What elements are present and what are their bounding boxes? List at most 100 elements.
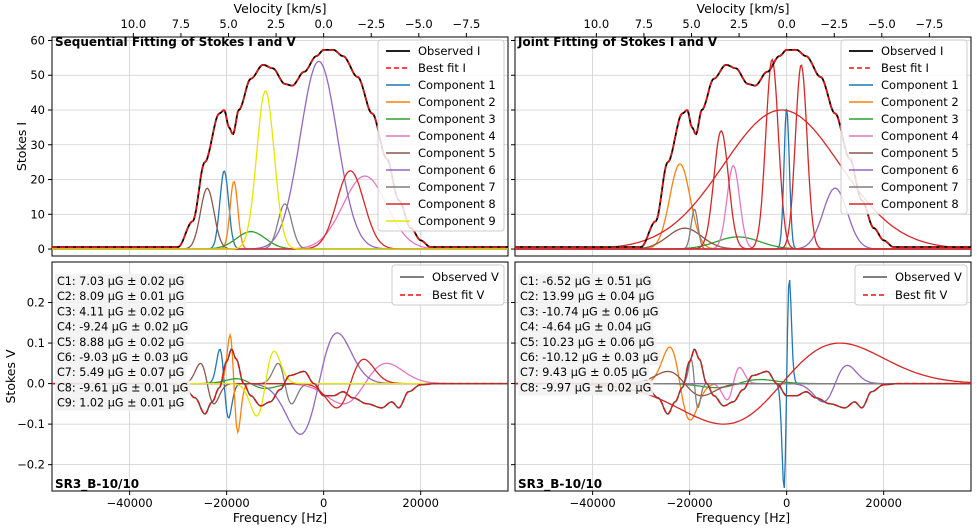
stokes-i-tick-label: 30 <box>30 138 45 152</box>
source-label: SR3_B-10/10 <box>518 477 602 492</box>
stokes-v-axes-frame <box>514 261 972 492</box>
legend-label: Best fit I <box>418 61 466 75</box>
bfield-annotation: C1: 7.03 μG ± 0.02 μG <box>57 275 184 288</box>
bfield-annotation: C8: -9.97 μG ± 0.02 μG <box>520 381 651 394</box>
velocity-tick-label: 2.5 <box>730 17 748 31</box>
stokes-i-tick-label: 10 <box>30 207 45 221</box>
stokes-v-axes-frame <box>51 261 509 492</box>
velocity-axis-label: Velocity [km/s] <box>697 1 790 16</box>
legend-label: Observed V <box>432 270 499 284</box>
velocity-tick-label: −2.5 <box>357 17 385 31</box>
stokes-v-tick-label: 0.2 <box>27 296 45 310</box>
bfield-annotation-bg <box>55 334 187 350</box>
stokes-i-tick-label: 0 <box>38 242 45 256</box>
bfield-annotation-bg <box>518 304 661 320</box>
stokes-v-axis-label: Stokes V <box>3 349 18 403</box>
bfield-annotation: C2: 13.99 μG ± 0.04 μG <box>520 290 654 303</box>
bfield-annotation-bg <box>518 334 657 350</box>
velocity-tick-label: −2.5 <box>820 17 848 31</box>
velocity-tick-label: 5.0 <box>682 17 700 31</box>
stokes-i-axis-label: Stokes I <box>14 122 29 171</box>
velocity-tick-label: 7.5 <box>635 17 653 31</box>
legend-label: Best fit V <box>895 288 948 302</box>
bfield-annotation: C6: -10.12 μG ± 0.03 μG <box>520 351 658 364</box>
bfield-annotation: C6: -9.03 μG ± 0.03 μG <box>57 351 188 364</box>
velocity-tick-label: 10.0 <box>584 17 610 31</box>
velocity-tick-label: 10.0 <box>121 17 147 31</box>
stokes-i-tick-label: 60 <box>30 33 45 47</box>
frequency-tick-label: 0 <box>320 496 327 510</box>
bfield-annotation: C2: 8.09 μG ± 0.01 μG <box>57 290 184 303</box>
stokes-v-tick-label: −0.1 <box>17 417 45 431</box>
legend-label: Best fit I <box>881 61 929 75</box>
legend-label: Component 8 <box>881 197 959 211</box>
legend-label: Component 6 <box>881 163 959 177</box>
bfield-annotation-bg <box>518 350 661 365</box>
best-fit-i-line <box>52 49 508 248</box>
frequency-axis-label: Frequency [Hz] <box>696 510 790 525</box>
bfield-annotation-bg <box>55 319 191 335</box>
bfield-annotation: C3: 4.11 μG ± 0.02 μG <box>57 305 184 318</box>
bfield-annotation-bg <box>55 289 187 305</box>
bfield-annotation-bg <box>518 380 654 396</box>
velocity-tick-label: 2.5 <box>267 17 285 31</box>
stokes-i-axes-frame <box>51 36 509 257</box>
panel-title: Sequential Fitting of Stokes I and V <box>55 35 296 49</box>
component-i-line <box>515 129 971 250</box>
bfield-annotation: C1: -6.52 μG ± 0.51 μG <box>520 275 651 288</box>
bfield-annotation-bg <box>55 365 187 381</box>
velocity-tick-label: 0.0 <box>778 17 796 31</box>
bfield-annotation: C7: 5.49 μG ± 0.07 μG <box>57 366 184 379</box>
component-i-line <box>52 90 508 250</box>
frequency-tick-label: −40000 <box>569 496 615 510</box>
stokes-i-tick-label: 20 <box>30 173 45 187</box>
stokes-v-tick-label: 0.0 <box>27 377 45 391</box>
stokes-i-tick-label: 40 <box>30 103 45 117</box>
bfield-annotation: C4: -4.64 μG ± 0.04 μG <box>520 321 651 334</box>
bfield-annotation-bg <box>518 289 657 305</box>
legend-label: Component 4 <box>418 129 496 143</box>
bfield-annotation: C7: 9.43 μG ± 0.05 μG <box>520 366 647 379</box>
legend-label: Component 5 <box>881 146 959 160</box>
stokes-v-tick-label: 0.1 <box>27 336 45 350</box>
legend-label: Component 7 <box>418 180 496 194</box>
bfield-annotation-bg <box>55 304 187 320</box>
velocity-tick-label: 7.5 <box>172 17 190 31</box>
legend-label: Component 3 <box>418 112 496 126</box>
legend-label: Best fit V <box>432 288 485 302</box>
panel-title: Joint Fitting of Stokes I and V <box>517 35 718 49</box>
velocity-tick-label: −5.0 <box>868 17 896 31</box>
legend-label: Component 9 <box>418 214 496 228</box>
source-label: SR3_B-10/10 <box>55 477 139 492</box>
component-i-line <box>515 227 971 250</box>
frequency-tick-label: −40000 <box>106 496 152 510</box>
best-fit-i-line <box>515 49 971 248</box>
bfield-annotation: C5: 8.88 μG ± 0.02 μG <box>57 336 184 349</box>
bfield-annotation-bg <box>518 365 650 381</box>
bfield-annotation-bg <box>518 274 654 289</box>
bfield-annotation-bg <box>55 274 187 289</box>
legend-label: Component 6 <box>418 163 496 177</box>
legend-label: Component 3 <box>881 112 959 126</box>
stokes-v-tick-label: −0.2 <box>17 458 45 472</box>
bfield-annotation: C8: -9.61 μG ± 0.01 μG <box>57 381 188 394</box>
velocity-tick-label: 0.0 <box>315 17 333 31</box>
velocity-tick-label: −5.0 <box>405 17 433 31</box>
bfield-annotation: C9: 1.02 μG ± 0.01 μG <box>57 397 184 410</box>
legend-label: Observed I <box>881 44 943 58</box>
component-i-line <box>515 208 971 250</box>
frequency-tick-label: 20000 <box>402 496 439 510</box>
bfield-annotation-bg <box>55 350 191 365</box>
velocity-axis-label: Velocity [km/s] <box>234 1 327 16</box>
stokes-i-legend <box>377 39 505 232</box>
legend-label: Component 2 <box>418 95 496 109</box>
frequency-axis-label: Frequency [Hz] <box>233 510 327 525</box>
velocity-tick-label: −7.5 <box>452 17 480 31</box>
stokes-i-plot-area <box>52 49 508 250</box>
bfield-annotation-bg <box>55 395 187 411</box>
bfield-annotation: C5: 10.23 μG ± 0.06 μG <box>520 336 654 349</box>
legend-label: Component 1 <box>418 78 496 92</box>
frequency-tick-label: −20000 <box>667 496 713 510</box>
legend-label: Observed V <box>895 270 962 284</box>
